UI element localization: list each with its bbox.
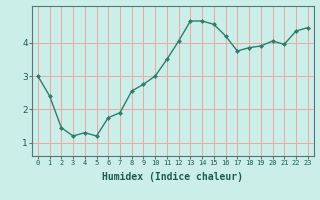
X-axis label: Humidex (Indice chaleur): Humidex (Indice chaleur) — [102, 172, 243, 182]
